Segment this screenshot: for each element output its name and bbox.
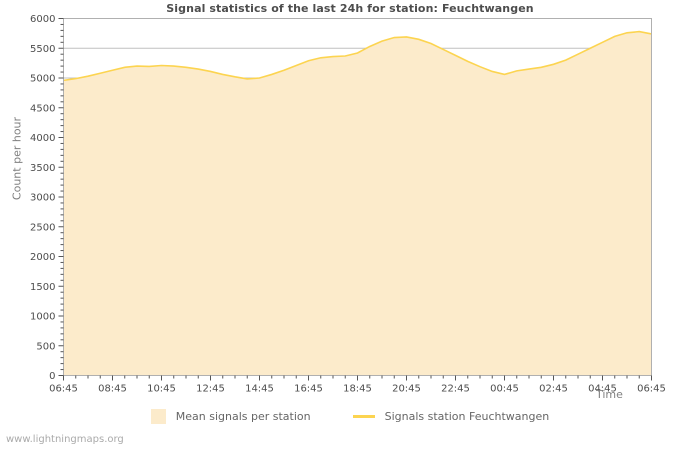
svg-text:4000: 4000 xyxy=(30,133,55,144)
svg-text:14:45: 14:45 xyxy=(245,384,274,395)
x-axis-ticks: 06:45 08:45 10:45 12:45 14:45 16:45 18:45 20:45… xyxy=(49,375,666,395)
svg-text:0: 0 xyxy=(49,371,55,382)
svg-text:1000: 1000 xyxy=(30,312,55,323)
svg-text:06:45: 06:45 xyxy=(49,384,78,395)
svg-text:02:45: 02:45 xyxy=(539,384,568,395)
svg-text:16:45: 16:45 xyxy=(294,384,323,395)
svg-text:00:45: 00:45 xyxy=(490,384,519,395)
svg-text:2500: 2500 xyxy=(30,222,55,233)
chart-title: Signal statistics of the last 24h for st… xyxy=(166,2,534,15)
svg-text:6000: 6000 xyxy=(30,14,55,25)
svg-text:22:45: 22:45 xyxy=(441,384,470,395)
watermark: www.lightningmaps.org xyxy=(6,434,124,445)
y-axis-ticks: 0 500 1000 1500 2000 2500 3000 3500 4000 4500 5000… xyxy=(30,14,64,382)
svg-text:3000: 3000 xyxy=(30,193,55,204)
x-axis-title: Time xyxy=(596,388,623,401)
legend-label-mean-signals: Mean signals per station xyxy=(175,410,311,423)
svg-text:500: 500 xyxy=(36,341,55,352)
legend-line-swatch-icon xyxy=(352,415,375,418)
svg-text:06:45: 06:45 xyxy=(637,384,666,395)
plot-area: 0 500 1000 1500 2000 2500 3000 3500 4000 4500 5000… xyxy=(30,14,666,395)
svg-text:3500: 3500 xyxy=(30,163,55,174)
series-line-station-signals xyxy=(63,30,652,82)
svg-text:18:45: 18:45 xyxy=(343,384,372,395)
svg-text:04:45: 04:45 xyxy=(588,384,617,395)
svg-text:1500: 1500 xyxy=(30,282,55,293)
svg-text:08:45: 08:45 xyxy=(98,384,127,395)
legend-label-station-signals: Signals station Feuchtwangen xyxy=(384,410,550,423)
legend-area-swatch-icon xyxy=(150,409,166,424)
svg-text:2000: 2000 xyxy=(30,252,55,263)
svg-text:4500: 4500 xyxy=(30,103,55,114)
svg-text:20:45: 20:45 xyxy=(392,384,421,395)
legend-item-mean-signals[interactable]: Mean signals per station xyxy=(150,409,311,424)
svg-text:10:45: 10:45 xyxy=(147,384,176,395)
svg-text:5000: 5000 xyxy=(30,74,55,85)
svg-text:5500: 5500 xyxy=(30,44,55,55)
chart-legend: Mean signals per station Signals station… xyxy=(0,409,700,424)
y-axis-title: Count per hour xyxy=(10,116,24,201)
series-area-mean-signals xyxy=(63,31,652,376)
legend-item-station-signals[interactable]: Signals station Feuchtwangen xyxy=(352,410,550,423)
svg-text:12:45: 12:45 xyxy=(196,384,225,395)
